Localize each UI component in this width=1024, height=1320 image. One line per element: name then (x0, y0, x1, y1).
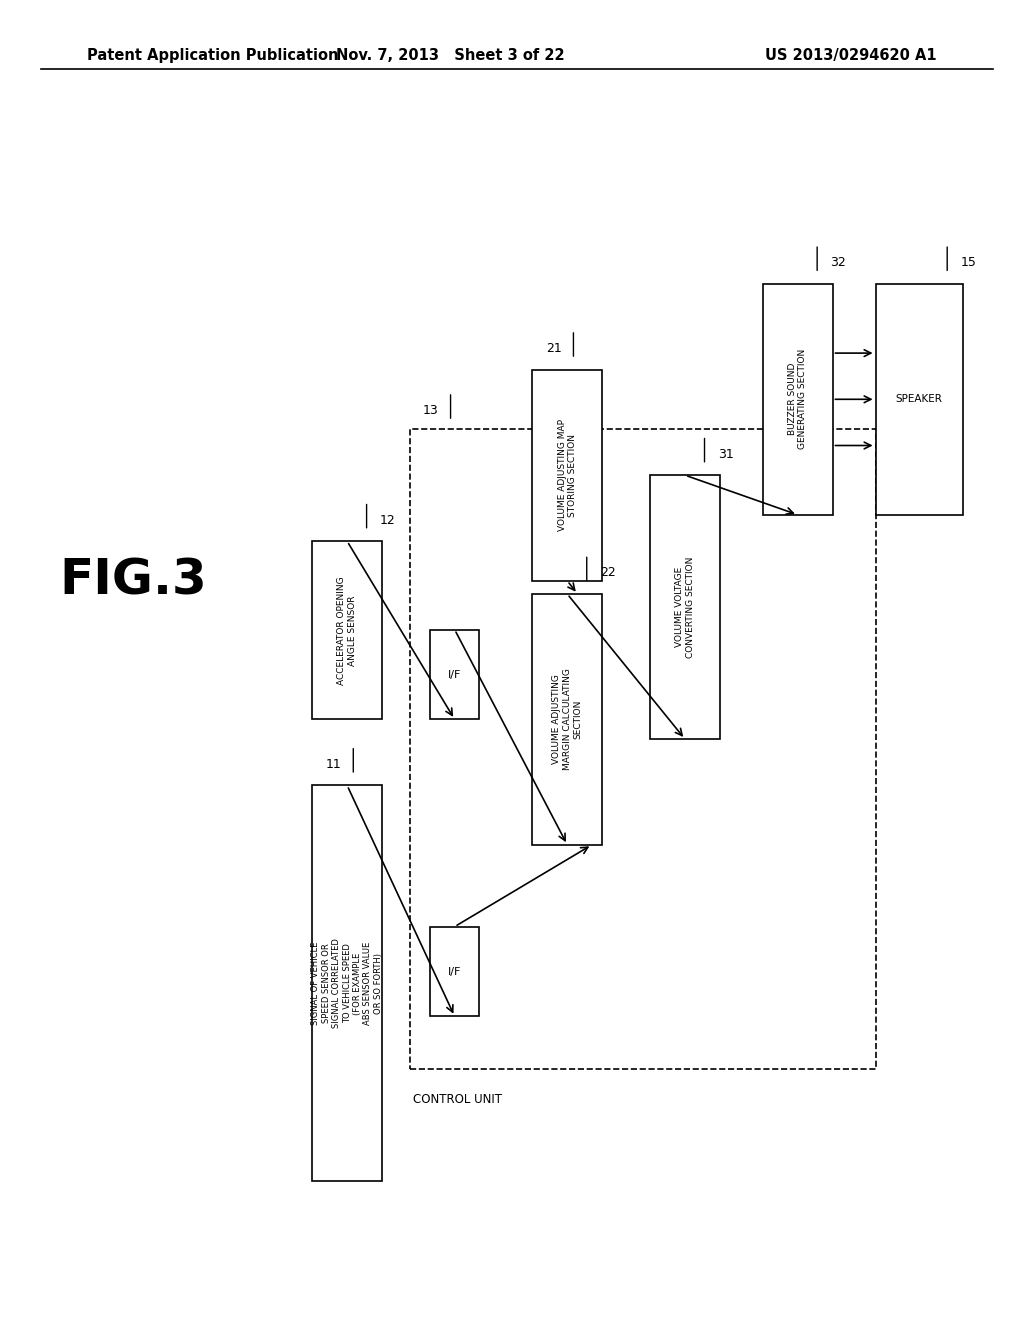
Bar (430, 927, 479, 1016)
Text: I/F: I/F (447, 966, 462, 977)
Text: FIG.3: FIG.3 (59, 557, 207, 605)
Text: 11: 11 (326, 758, 341, 771)
Text: VOLUME ADJUSTING
MARGIN CALCULATING
SECTION: VOLUME ADJUSTING MARGIN CALCULATING SECT… (552, 668, 583, 771)
Bar (876, 284, 963, 515)
Text: 31: 31 (718, 447, 733, 461)
Text: 21: 21 (546, 342, 561, 355)
Bar (532, 370, 602, 581)
Text: VOLUME ADJUSTING MAP
STORING SECTION: VOLUME ADJUSTING MAP STORING SECTION (558, 420, 577, 531)
Bar (650, 475, 720, 739)
Bar (763, 284, 833, 515)
Bar (312, 541, 382, 719)
Text: Patent Application Publication: Patent Application Publication (87, 48, 339, 63)
Bar (430, 630, 479, 719)
Text: BUZZER SOUND
GENERATING SECTION: BUZZER SOUND GENERATING SECTION (788, 350, 807, 449)
Text: Nov. 7, 2013   Sheet 3 of 22: Nov. 7, 2013 Sheet 3 of 22 (336, 48, 565, 63)
Text: 12: 12 (380, 513, 395, 527)
Text: I/F: I/F (447, 669, 462, 680)
Text: ACCELERATOR OPENING
ANGLE SENSOR: ACCELERATOR OPENING ANGLE SENSOR (338, 576, 356, 685)
Bar (410, 429, 876, 1069)
Text: VOLUME VOLTAGE
CONVERTING SECTION: VOLUME VOLTAGE CONVERTING SECTION (676, 557, 694, 657)
Bar (532, 594, 602, 845)
Text: 22: 22 (600, 566, 615, 579)
Text: CONTROL UNIT: CONTROL UNIT (413, 1093, 502, 1106)
Text: SPEAKER: SPEAKER (896, 395, 942, 404)
Text: 32: 32 (830, 256, 846, 269)
Text: 15: 15 (961, 256, 977, 269)
Text: US 2013/0294620 A1: US 2013/0294620 A1 (765, 48, 937, 63)
Text: 13: 13 (423, 404, 438, 417)
Text: SIGNAL OF VEHICLE
SPEED SENSOR OR
SIGNAL CORRELATED
TO VEHICLE SPEED
(FOR EXAMPL: SIGNAL OF VEHICLE SPEED SENSOR OR SIGNAL… (311, 939, 383, 1028)
Bar (312, 785, 382, 1181)
